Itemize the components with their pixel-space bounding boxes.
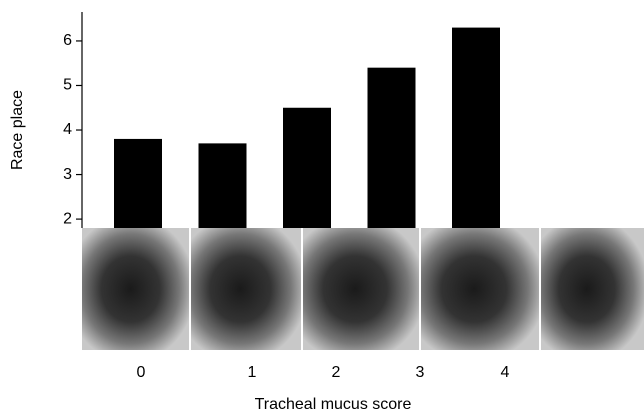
bar — [198, 143, 247, 228]
endoscopy-images — [82, 228, 644, 350]
x-tick-label: 1 — [248, 364, 257, 381]
y-tick-label: 4 — [63, 121, 72, 138]
x-tick-label: 0 — [137, 364, 146, 381]
y-axis-label: Race place — [9, 90, 26, 170]
y-tick-label: 6 — [63, 32, 72, 49]
x-tick-label: 3 — [416, 364, 425, 381]
y-tick-label: 2 — [63, 210, 72, 227]
bar — [283, 107, 331, 228]
endoscopy-image — [420, 228, 540, 350]
endoscopy-image — [302, 228, 420, 350]
bar — [452, 27, 500, 228]
bar — [367, 67, 416, 228]
endoscopy-image — [540, 228, 644, 350]
x-tick-label: 4 — [501, 364, 510, 381]
image-dividers — [189, 228, 541, 350]
bar — [114, 138, 162, 228]
x-tick-label: 2 — [332, 364, 341, 381]
endoscopy-image — [82, 228, 190, 350]
y-tick-label: 5 — [63, 77, 72, 94]
y-tick-label: 3 — [63, 166, 72, 183]
x-axis-label: Tracheal mucus score — [255, 396, 412, 413]
endoscopy-image — [190, 228, 302, 350]
